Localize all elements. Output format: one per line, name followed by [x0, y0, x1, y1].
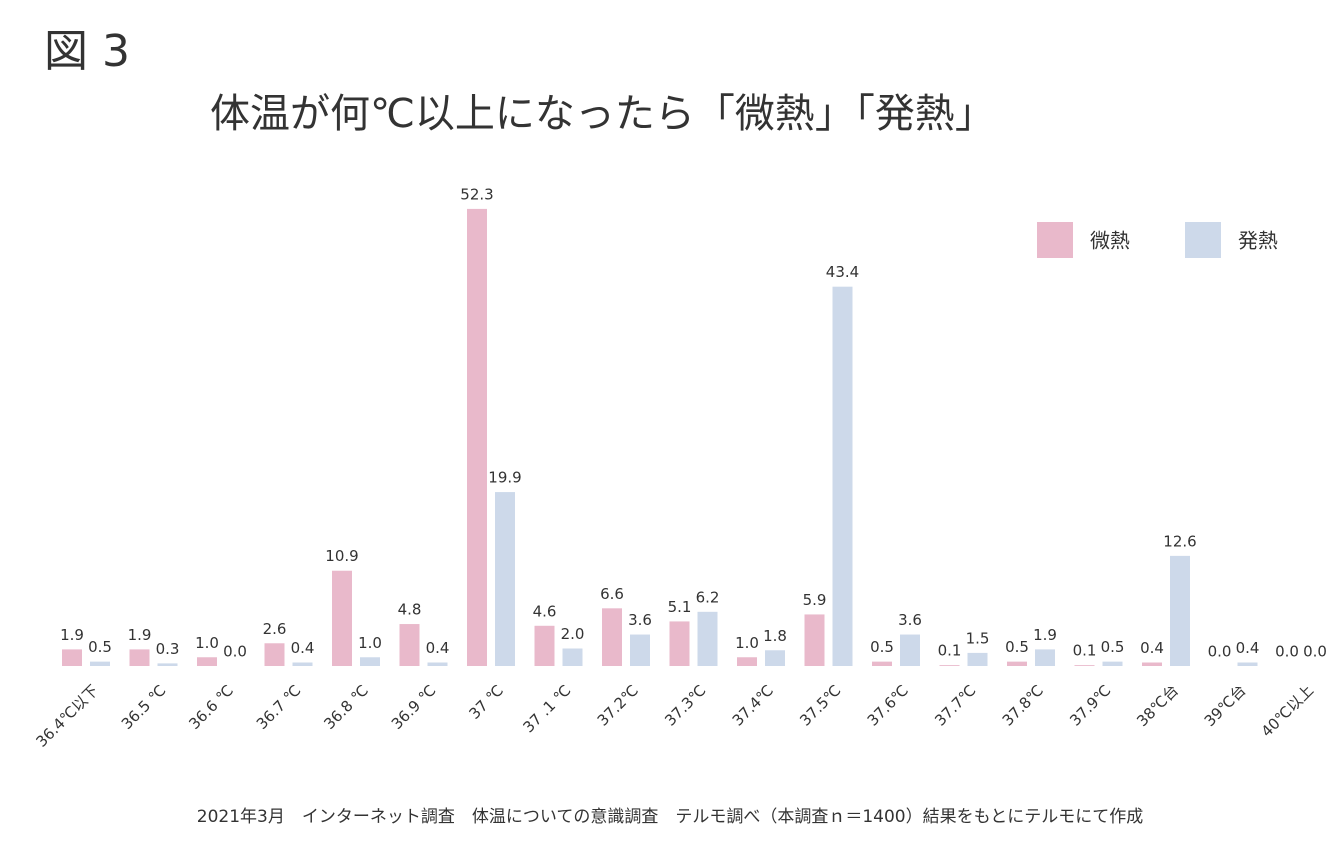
value-label: 0.5	[88, 638, 112, 656]
x-tick-label: 38℃台	[1133, 681, 1182, 730]
x-tick-label: 37.4℃	[729, 681, 777, 729]
x-tick-label: 37 ℃	[466, 681, 508, 723]
x-tick-label: 36.4℃以下	[33, 681, 102, 750]
bar	[62, 649, 82, 666]
value-label: 6.6	[600, 585, 624, 603]
bar	[495, 492, 515, 666]
legend-swatch	[1185, 222, 1221, 258]
bar	[602, 608, 622, 666]
value-label: 1.0	[195, 634, 219, 652]
value-label: 2.6	[263, 620, 287, 638]
value-label: 6.2	[696, 588, 720, 606]
legend-label: 発熱	[1238, 229, 1278, 253]
bar	[1142, 662, 1162, 666]
x-tick-label: 37.6℃	[864, 681, 912, 729]
x-tick-label: 40℃以上	[1258, 681, 1317, 740]
bar	[264, 643, 285, 666]
bar	[939, 665, 960, 666]
value-label: 0.1	[938, 642, 962, 660]
bar	[630, 634, 650, 666]
value-label: 4.8	[398, 601, 422, 619]
bar	[197, 657, 217, 666]
bar	[360, 657, 380, 666]
value-label: 10.9	[325, 547, 358, 565]
bar	[129, 649, 150, 666]
bar	[399, 624, 420, 666]
note: 2021年3月 インターネット調査 体温についての意識調査 テルモ調べ（本調査ｎ…	[197, 807, 1144, 827]
value-label: 0.5	[1005, 638, 1029, 656]
bar	[900, 634, 920, 666]
bar	[467, 208, 487, 666]
x-tick-label: 37.8℃	[999, 681, 1047, 729]
x-tick-label: 39℃台	[1201, 681, 1250, 730]
bar	[872, 661, 892, 666]
x-tick-label: 36.7 ℃	[253, 681, 305, 733]
value-label: 1.9	[128, 626, 152, 644]
value-label: 0.5	[870, 638, 894, 656]
value-label: 5.9	[803, 591, 827, 609]
chart-title: 体温が何℃以上になったら「微熱」「発熱」	[210, 91, 995, 137]
bar	[292, 662, 313, 666]
bar	[427, 662, 448, 666]
value-label: 1.9	[1033, 626, 1057, 644]
value-label: 0.4	[1236, 639, 1260, 657]
value-label: 0.5	[1101, 638, 1125, 656]
bar	[804, 614, 825, 666]
value-label: 19.9	[488, 469, 521, 487]
bar	[669, 621, 690, 666]
value-label: 0.4	[426, 639, 450, 657]
x-tick-label: 36.5 ℃	[118, 681, 170, 733]
value-label: 43.4	[826, 263, 859, 281]
figure-label: 図 3	[44, 26, 130, 77]
value-label: 0.0	[223, 643, 247, 661]
bar	[1074, 665, 1095, 666]
bar	[765, 650, 785, 666]
value-label: 3.6	[898, 611, 922, 629]
value-label: 0.1	[1073, 642, 1097, 660]
bar	[832, 286, 853, 666]
value-label: 0.0	[1275, 643, 1299, 661]
value-label: 3.6	[628, 611, 652, 629]
bar	[1007, 661, 1027, 666]
bar	[332, 570, 352, 666]
x-tick-label: 37.5℃	[796, 681, 844, 729]
value-label: 0.4	[291, 639, 315, 657]
value-label: 4.6	[533, 602, 557, 620]
value-label: 52.3	[460, 185, 493, 203]
x-tick-label: 36.6 ℃	[185, 681, 237, 733]
value-label: 1.9	[60, 626, 84, 644]
bar	[1102, 661, 1123, 666]
bar	[534, 625, 555, 666]
value-label: 12.6	[1163, 532, 1196, 550]
bar	[697, 611, 718, 666]
value-label: 1.5	[966, 629, 990, 647]
bar	[1035, 649, 1055, 666]
value-label: 1.8	[763, 627, 787, 645]
bar	[967, 652, 988, 666]
x-tick-label: 37.9℃	[1066, 681, 1114, 729]
value-label: 5.1	[668, 598, 692, 616]
x-tick-label: 37 .1 ℃	[520, 681, 575, 736]
value-label: 0.3	[156, 640, 180, 658]
bar	[90, 661, 110, 666]
value-label: 0.0	[1303, 643, 1327, 661]
x-tick-label: 37.7℃	[931, 681, 979, 729]
bar	[1237, 662, 1258, 666]
bar	[157, 663, 178, 666]
legend-label: 微熱	[1090, 229, 1130, 253]
x-tick-label: 37.3℃	[661, 681, 709, 729]
x-tick-label: 37.2℃	[594, 681, 642, 729]
value-label: 2.0	[561, 625, 585, 643]
value-label: 1.0	[358, 634, 382, 652]
value-label: 1.0	[735, 634, 759, 652]
legend-swatch	[1037, 222, 1073, 258]
x-tick-label: 36.9 ℃	[388, 681, 440, 733]
x-tick-label: 36.8 ℃	[320, 681, 372, 733]
bar	[1170, 555, 1190, 666]
bar	[737, 657, 757, 666]
value-label: 0.0	[1208, 643, 1232, 661]
value-label: 0.4	[1140, 639, 1164, 657]
bar	[562, 648, 583, 666]
